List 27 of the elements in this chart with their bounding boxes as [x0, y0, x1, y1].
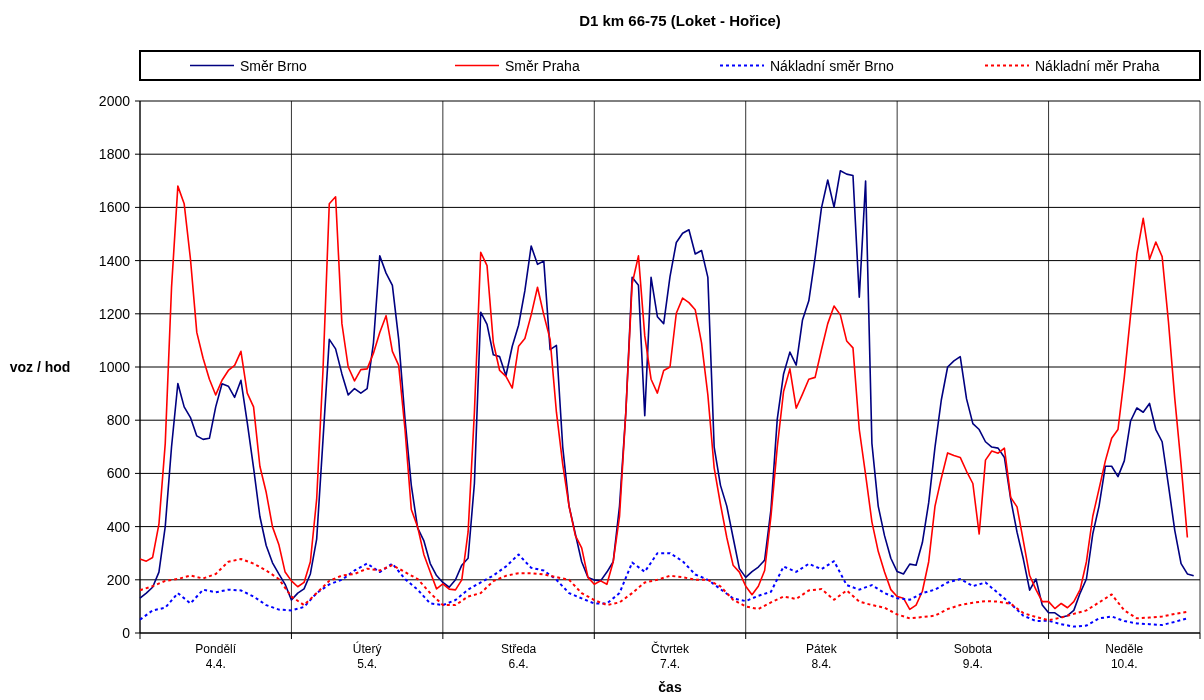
x-tick-label: Sobota 9.4. — [953, 642, 993, 671]
legend-label: Nákladní směr Brno — [770, 58, 894, 74]
legend-label: Směr Praha — [505, 58, 580, 74]
y-tick-label: 800 — [106, 412, 131, 429]
y-tick-label: 600 — [106, 465, 131, 482]
legend-label: Nákladní měr Praha — [1035, 58, 1160, 74]
y-tick-label: 0 — [122, 625, 131, 641]
y-tick-label: 200 — [106, 571, 131, 588]
x-tick-label: Úterý 5.4. — [352, 641, 382, 671]
y-tick-label: 1800 — [98, 146, 131, 163]
y-tick-label: 400 — [106, 518, 131, 535]
x-axis-title: čas — [658, 679, 682, 695]
line-series — [139, 558, 1189, 622]
chart-title: D1 km 66-75 (Loket - Hořice) — [579, 12, 781, 29]
x-tick-label: Čtvrtek 7.4. — [650, 641, 690, 671]
y-tick-label: 1600 — [98, 199, 131, 216]
legend-label: Směr Brno — [240, 58, 308, 74]
x-tick-label: Pátek 8.4. — [806, 642, 838, 671]
y-tick-label: 1000 — [98, 359, 131, 375]
y-tick-label: 2000 — [98, 93, 131, 109]
x-tick-label: Pondělí 4.4. — [195, 642, 237, 671]
line-series — [139, 552, 1189, 628]
y-axis-title: voz / hod — [9, 359, 71, 375]
y-tick-label: 1200 — [98, 305, 131, 322]
y-tick-label: 1400 — [98, 252, 131, 269]
x-tick-label: Středa 6.4. — [500, 642, 537, 671]
x-tick-label: Neděle 10.4. — [1105, 642, 1144, 671]
